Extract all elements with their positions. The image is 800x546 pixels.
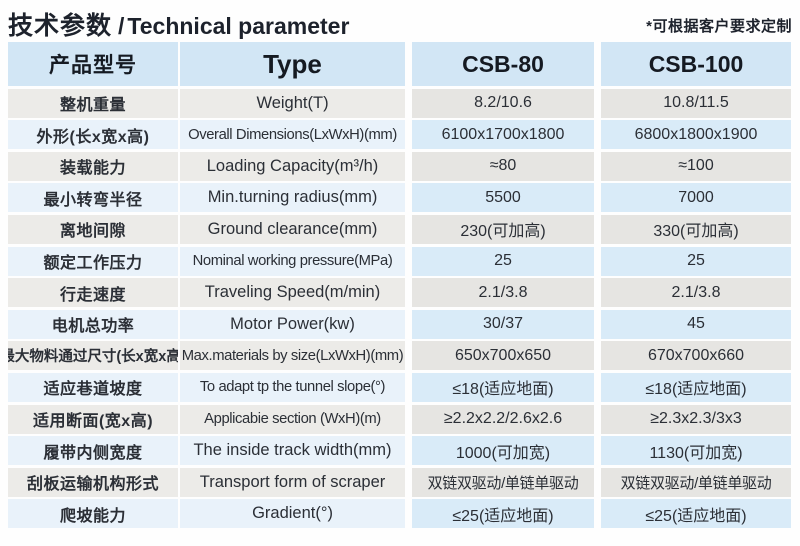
param-name-en-cell: Loading Capacity(m³/h) xyxy=(180,151,405,181)
param-name-en-cell: Max.materials by size(LxWxH)(mm) xyxy=(180,341,405,371)
csb-80-value-cell: 6100x1700x1800 xyxy=(412,120,594,150)
param-name-zh-cell: 刮板运输机构形式 xyxy=(8,467,178,497)
param-name-zh-cell: 最小转弯半径 xyxy=(8,183,178,213)
technical-parameter-table: 产品型号 Type CSB-80 CSB-100 整机重量 Weight(T) … xyxy=(8,42,791,531)
table-row: 爬坡能力 Gradient(°) ≤25(适应地面) ≤25(适应地面) xyxy=(8,499,791,529)
table-row: 离地间隙 Ground clearance(mm) 230(可加高) 330(可… xyxy=(8,214,791,244)
csb-80-value-cell: 230(可加高) xyxy=(412,214,594,244)
page-title-zh: 技术参数 xyxy=(8,12,113,40)
param-name-zh-cell: 适用断面(宽x高) xyxy=(8,404,178,434)
csb-100-value-cell: 45 xyxy=(601,309,791,339)
table-row: 额定工作压力 Nominal working pressure(MPa) 25 … xyxy=(8,246,791,276)
param-name-en-cell: Applicabie section (WxH)(m) xyxy=(180,404,405,434)
param-name-en-cell: Nominal working pressure(MPa) xyxy=(180,246,405,276)
csb-100-value-cell: 25 xyxy=(601,246,791,276)
table-row: 履带内侧宽度 The inside track width(mm) 1000(可… xyxy=(8,436,791,466)
csb-100-value-cell: ≈100 xyxy=(601,151,791,181)
table-row: 行走速度 Traveling Speed(m/min) 2.1/3.8 2.1/… xyxy=(8,278,791,308)
title-separator: / xyxy=(118,13,125,39)
column-header-csb-80: CSB-80 xyxy=(412,42,594,86)
param-name-zh-cell: 电机总功率 xyxy=(8,309,178,339)
table-row: 最大物料通过尺寸(长x宽x高) Max.materials by size(Lx… xyxy=(8,341,791,371)
csb-100-value-cell: 1130(可加宽) xyxy=(601,436,791,466)
table-row: 电机总功率 Motor Power(kw) 30/37 45 xyxy=(8,309,791,339)
csb-80-value-cell: 5500 xyxy=(412,183,594,213)
csb-100-value-cell: ≤25(适应地面) xyxy=(601,499,791,529)
param-name-en-cell: Gradient(°) xyxy=(180,499,405,529)
column-header-type: Type xyxy=(180,42,405,86)
csb-100-value-cell: 7000 xyxy=(601,183,791,213)
param-name-en-cell: Weight(T) xyxy=(180,88,405,118)
table-row: 适用断面(宽x高) Applicabie section (WxH)(m) ≥2… xyxy=(8,404,791,434)
param-name-zh-cell: 装载能力 xyxy=(8,151,178,181)
csb-100-value-cell: ≤18(适应地面) xyxy=(601,372,791,402)
param-name-zh-cell: 爬坡能力 xyxy=(8,499,178,529)
csb-100-value-cell: 2.1/3.8 xyxy=(601,278,791,308)
csb-80-value-cell: 1000(可加宽) xyxy=(412,436,594,466)
csb-100-value-cell: ≥2.3x2.3/3x3 xyxy=(601,404,791,434)
param-name-en-cell: Ground clearance(mm) xyxy=(180,214,405,244)
param-name-zh-cell: 最大物料通过尺寸(长x宽x高) xyxy=(8,341,178,371)
param-name-zh-cell: 适应巷道坡度 xyxy=(8,372,178,402)
param-name-en-cell: The inside track width(mm) xyxy=(180,436,405,466)
table-row: 装载能力 Loading Capacity(m³/h) ≈80 ≈100 xyxy=(8,151,791,181)
table-header-row: 产品型号 Type CSB-80 CSB-100 xyxy=(8,42,791,86)
param-name-zh-cell: 额定工作压力 xyxy=(8,246,178,276)
page-title: 技术参数 / Technical parameter xyxy=(8,0,792,41)
table-row: 外形(长x宽x高) Overall Dimensions(LxWxH)(mm) … xyxy=(8,120,791,150)
table-row: 最小转弯半径 Min.turning radius(mm) 5500 7000 xyxy=(8,183,791,213)
csb-80-value-cell: 650x700x650 xyxy=(412,341,594,371)
csb-80-value-cell: 25 xyxy=(412,246,594,276)
csb-80-value-cell: ≈80 xyxy=(412,151,594,181)
csb-100-value-cell: 6800x1800x1900 xyxy=(601,120,791,150)
csb-100-value-cell: 330(可加高) xyxy=(601,214,791,244)
csb-100-value-cell: 670x700x660 xyxy=(601,341,791,371)
csb-80-value-cell: 2.1/3.8 xyxy=(412,278,594,308)
csb-80-value-cell: 30/37 xyxy=(412,309,594,339)
table-body: 整机重量 Weight(T) 8.2/10.6 10.8/11.5 外形(长x宽… xyxy=(8,88,791,529)
param-name-en-cell: To adapt tp the tunnel slope(°) xyxy=(180,372,405,402)
param-name-en-cell: Motor Power(kw) xyxy=(180,309,405,339)
param-name-zh-cell: 整机重量 xyxy=(8,88,178,118)
param-name-zh-cell: 离地间隙 xyxy=(8,214,178,244)
param-name-zh-cell: 外形(长x宽x高) xyxy=(8,120,178,150)
csb-80-value-cell: ≤25(适应地面) xyxy=(412,499,594,529)
title-bar: 技术参数 / Technical parameter *可根据客户要求定制 xyxy=(8,0,792,40)
table-row: 适应巷道坡度 To adapt tp the tunnel slope(°) ≤… xyxy=(8,372,791,402)
param-name-zh-cell: 履带内侧宽度 xyxy=(8,436,178,466)
csb-100-value-cell: 10.8/11.5 xyxy=(601,88,791,118)
page-title-en: Technical parameter xyxy=(127,13,350,39)
param-name-en-cell: Traveling Speed(m/min) xyxy=(180,278,405,308)
param-name-zh-cell: 行走速度 xyxy=(8,278,178,308)
column-header-product-model: 产品型号 xyxy=(8,42,178,86)
table-row: 刮板运输机构形式 Transport form of scraper 双链双驱动… xyxy=(8,467,791,497)
csb-80-value-cell: ≤18(适应地面) xyxy=(412,372,594,402)
table-row: 整机重量 Weight(T) 8.2/10.6 10.8/11.5 xyxy=(8,88,791,118)
column-header-csb-100: CSB-100 xyxy=(601,42,791,86)
csb-100-value-cell: 双链双驱动/单链单驱动 xyxy=(601,467,791,497)
csb-80-value-cell: 双链双驱动/单链单驱动 xyxy=(412,467,594,497)
csb-80-value-cell: 8.2/10.6 xyxy=(412,88,594,118)
csb-80-value-cell: ≥2.2x2.2/2.6x2.6 xyxy=(412,404,594,434)
param-name-en-cell: Min.turning radius(mm) xyxy=(180,183,405,213)
customization-note: *可根据客户要求定制 xyxy=(646,18,792,35)
param-name-en-cell: Overall Dimensions(LxWxH)(mm) xyxy=(180,120,405,150)
param-name-en-cell: Transport form of scraper xyxy=(180,467,405,497)
